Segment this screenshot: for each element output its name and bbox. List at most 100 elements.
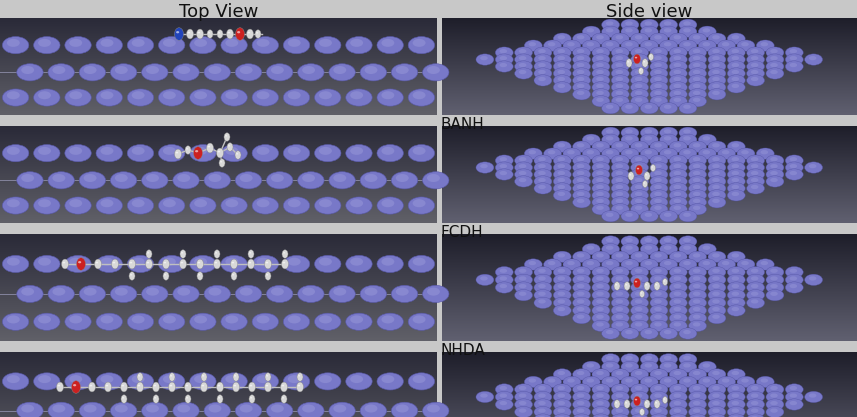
Ellipse shape bbox=[626, 261, 632, 265]
Ellipse shape bbox=[669, 176, 687, 187]
Ellipse shape bbox=[567, 378, 575, 383]
Ellipse shape bbox=[381, 375, 394, 383]
Ellipse shape bbox=[746, 399, 764, 410]
Ellipse shape bbox=[741, 261, 749, 265]
Ellipse shape bbox=[554, 141, 572, 152]
Ellipse shape bbox=[267, 172, 293, 189]
Ellipse shape bbox=[79, 172, 105, 189]
Ellipse shape bbox=[534, 54, 552, 65]
Ellipse shape bbox=[615, 91, 623, 95]
Ellipse shape bbox=[514, 266, 532, 278]
Ellipse shape bbox=[650, 203, 668, 215]
Ellipse shape bbox=[611, 289, 629, 301]
Ellipse shape bbox=[708, 176, 726, 187]
Ellipse shape bbox=[639, 69, 641, 70]
Ellipse shape bbox=[518, 409, 526, 413]
Ellipse shape bbox=[689, 162, 706, 173]
Ellipse shape bbox=[315, 313, 341, 330]
Ellipse shape bbox=[554, 414, 572, 417]
Ellipse shape bbox=[746, 391, 764, 403]
Ellipse shape bbox=[785, 162, 803, 173]
Ellipse shape bbox=[225, 315, 238, 324]
Ellipse shape bbox=[219, 159, 225, 167]
Ellipse shape bbox=[650, 282, 668, 293]
Ellipse shape bbox=[635, 199, 643, 203]
Ellipse shape bbox=[231, 262, 234, 264]
Ellipse shape bbox=[640, 244, 658, 255]
Ellipse shape bbox=[558, 409, 565, 413]
Ellipse shape bbox=[654, 269, 662, 273]
Ellipse shape bbox=[606, 356, 614, 360]
Ellipse shape bbox=[746, 68, 764, 79]
Ellipse shape bbox=[170, 375, 172, 377]
Ellipse shape bbox=[572, 33, 590, 44]
Ellipse shape bbox=[669, 282, 687, 293]
Ellipse shape bbox=[33, 255, 60, 273]
Ellipse shape bbox=[693, 393, 700, 398]
Ellipse shape bbox=[708, 297, 726, 309]
Text: FCDH: FCDH bbox=[441, 225, 483, 240]
Ellipse shape bbox=[674, 35, 681, 39]
Ellipse shape bbox=[712, 164, 720, 168]
Ellipse shape bbox=[785, 274, 803, 286]
Ellipse shape bbox=[770, 269, 778, 273]
Ellipse shape bbox=[615, 70, 623, 74]
Ellipse shape bbox=[558, 77, 565, 81]
Ellipse shape bbox=[611, 176, 629, 187]
Ellipse shape bbox=[577, 157, 584, 161]
Ellipse shape bbox=[227, 143, 233, 151]
Ellipse shape bbox=[693, 49, 700, 53]
Ellipse shape bbox=[256, 315, 269, 324]
Ellipse shape bbox=[518, 56, 526, 60]
Ellipse shape bbox=[554, 190, 572, 201]
Ellipse shape bbox=[100, 147, 113, 155]
Ellipse shape bbox=[592, 297, 610, 309]
Ellipse shape bbox=[626, 150, 632, 154]
Ellipse shape bbox=[220, 161, 222, 163]
Ellipse shape bbox=[674, 386, 681, 390]
Ellipse shape bbox=[631, 183, 649, 194]
Ellipse shape bbox=[577, 284, 584, 288]
Ellipse shape bbox=[265, 382, 272, 392]
Ellipse shape bbox=[572, 82, 590, 93]
Ellipse shape bbox=[689, 75, 706, 86]
Ellipse shape bbox=[577, 171, 584, 175]
Ellipse shape bbox=[760, 150, 768, 154]
Ellipse shape bbox=[712, 276, 720, 281]
Ellipse shape bbox=[129, 262, 132, 264]
Ellipse shape bbox=[669, 297, 687, 309]
Ellipse shape bbox=[635, 299, 643, 304]
Ellipse shape bbox=[554, 297, 572, 309]
Ellipse shape bbox=[654, 393, 662, 398]
Ellipse shape bbox=[638, 68, 644, 75]
Ellipse shape bbox=[315, 37, 341, 54]
Ellipse shape bbox=[660, 376, 678, 387]
Ellipse shape bbox=[554, 54, 572, 65]
Ellipse shape bbox=[202, 375, 204, 377]
Ellipse shape bbox=[315, 373, 341, 390]
Ellipse shape bbox=[766, 169, 784, 180]
Ellipse shape bbox=[3, 373, 29, 390]
Ellipse shape bbox=[611, 75, 629, 86]
Ellipse shape bbox=[728, 82, 746, 93]
Ellipse shape bbox=[635, 70, 643, 74]
Ellipse shape bbox=[674, 276, 681, 281]
Ellipse shape bbox=[554, 47, 572, 58]
Ellipse shape bbox=[712, 157, 720, 161]
Ellipse shape bbox=[631, 190, 649, 201]
Ellipse shape bbox=[712, 409, 720, 413]
Ellipse shape bbox=[554, 68, 572, 79]
Ellipse shape bbox=[611, 391, 629, 403]
Ellipse shape bbox=[635, 84, 643, 88]
Ellipse shape bbox=[236, 402, 261, 417]
Ellipse shape bbox=[746, 297, 764, 309]
Ellipse shape bbox=[693, 98, 700, 102]
Ellipse shape bbox=[644, 42, 652, 46]
Ellipse shape bbox=[543, 259, 561, 270]
Ellipse shape bbox=[538, 178, 546, 182]
Ellipse shape bbox=[789, 269, 797, 273]
Ellipse shape bbox=[577, 35, 584, 39]
Ellipse shape bbox=[737, 40, 755, 51]
Ellipse shape bbox=[558, 49, 565, 53]
Ellipse shape bbox=[674, 98, 681, 102]
